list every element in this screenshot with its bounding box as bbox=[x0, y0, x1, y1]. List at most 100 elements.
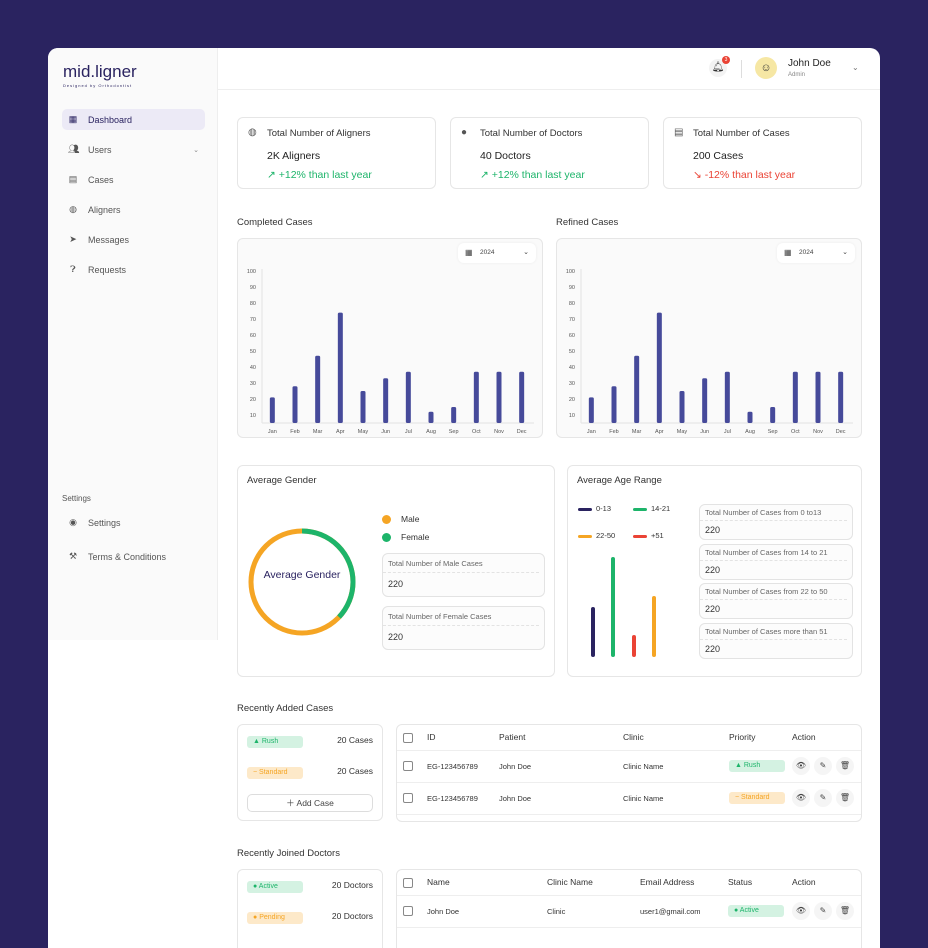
sidebar-item-label: Cases bbox=[88, 174, 114, 185]
chevron-down-icon[interactable]: ⌄ bbox=[852, 63, 859, 72]
add-case-button[interactable]: ＋ Add Case bbox=[247, 794, 373, 812]
x-tick-label: May bbox=[677, 429, 688, 435]
edit-icon[interactable]: ✎ bbox=[814, 757, 832, 775]
x-tick-label: Mar bbox=[632, 429, 642, 435]
col-clinic[interactable]: Clinic bbox=[623, 725, 729, 751]
eye-icon[interactable]: 👁︎ bbox=[792, 757, 810, 775]
bar-jan bbox=[269, 397, 275, 423]
sidebar-item-users[interactable]: 👥︎ Users ⌄ bbox=[62, 139, 205, 160]
cases-summary-card: ▲ Rush 20 Cases − Standard 20 Cases ＋ Add … bbox=[237, 724, 383, 821]
col-status[interactable]: Status bbox=[728, 870, 792, 896]
donut-slice-female bbox=[248, 528, 356, 636]
sidebar-item-settings[interactable]: ◉ Settings bbox=[62, 512, 205, 533]
y-tick-label: 30 bbox=[250, 381, 256, 387]
x-tick-label: Mar bbox=[313, 429, 323, 435]
row-checkbox[interactable] bbox=[403, 906, 413, 916]
active-pill: ● Active bbox=[247, 881, 303, 893]
cases-icon: ▤ bbox=[68, 174, 78, 184]
stat-value: 2K Aligners bbox=[267, 150, 321, 162]
email: user1@gmail.com bbox=[640, 895, 728, 928]
col-clinic-name[interactable]: Clinic Name bbox=[547, 870, 640, 896]
x-tick-label: Sep bbox=[449, 429, 459, 435]
eye-icon[interactable]: 👁︎ bbox=[792, 902, 810, 920]
x-tick-label: Oct bbox=[791, 429, 800, 435]
x-tick-label: Jun bbox=[700, 429, 709, 435]
age-box: Total Number of Cases from 14 to 21 220 bbox=[699, 543, 853, 580]
bar-oct bbox=[473, 371, 479, 423]
notification-bell-icon[interactable]: 🔔︎ 3 bbox=[709, 56, 730, 77]
col-email[interactable]: Email Address bbox=[640, 870, 728, 896]
x-tick-label: Nov bbox=[813, 429, 823, 435]
row-checkbox[interactable] bbox=[403, 793, 413, 803]
sidebar-item-aligners[interactable]: ◍ Aligners bbox=[62, 199, 205, 220]
year-select[interactable]: ▦ 2024 ⌄ bbox=[458, 243, 536, 263]
x-tick-label: Jun bbox=[381, 429, 390, 435]
count: 20 Cases bbox=[337, 735, 373, 745]
bar-jun bbox=[383, 378, 389, 423]
age-bar-chart bbox=[591, 557, 656, 657]
send-icon: ➤ bbox=[69, 234, 77, 244]
recent-cases-title: Recently Added Cases bbox=[237, 703, 334, 714]
select-all-checkbox[interactable] bbox=[403, 732, 413, 743]
priority-pill: ▲ Rush bbox=[729, 760, 785, 772]
year-select[interactable]: ▦ 2024 ⌄ bbox=[777, 243, 855, 263]
bar-sep bbox=[770, 407, 776, 423]
completed-cases-chart: ▦ 2024 ⌄ 10 20 30 40 50 60 70 80 90 100 Jan Feb Mar Apr… bbox=[237, 238, 543, 438]
sidebar-item-terms[interactable]: ⚒︎ Terms & Conditions bbox=[62, 546, 205, 567]
y-tick-label: 50 bbox=[250, 349, 256, 355]
person-icon: ● bbox=[461, 127, 468, 138]
legend-label: 22-50 bbox=[596, 531, 616, 540]
edit-icon[interactable]: ✎ bbox=[814, 789, 832, 807]
select-all-checkbox[interactable] bbox=[403, 877, 413, 888]
table-row: EG-123456789 John Doe Clinic Name ▲ Rush 👁︎ ✎… bbox=[397, 750, 861, 783]
row-checkbox[interactable] bbox=[403, 761, 413, 771]
bar-aug bbox=[428, 411, 434, 423]
completed-cases-title: Completed Cases bbox=[237, 217, 313, 228]
sidebar-item-dashboard[interactable]: ▦ Dashboard bbox=[62, 109, 205, 130]
x-tick-label: May bbox=[358, 429, 369, 435]
x-tick-label: Apr bbox=[336, 429, 345, 435]
bar-jun bbox=[702, 378, 708, 423]
legend-swatch bbox=[578, 507, 592, 511]
stat-delta: ↗ +12% than last year bbox=[267, 169, 372, 181]
stat-value: 200 Cases bbox=[693, 150, 744, 162]
trash-icon[interactable]: 🗑︎ bbox=[836, 789, 854, 807]
aligner-icon: ◍ bbox=[248, 127, 257, 138]
stat-delta-text: +12% than last year bbox=[491, 169, 585, 181]
avatar[interactable]: ☺ bbox=[755, 57, 777, 79]
y-tick-label: 70 bbox=[250, 317, 256, 323]
box-value: 220 bbox=[705, 604, 721, 614]
bar-dec bbox=[838, 371, 844, 423]
eye-icon[interactable]: 👁︎ bbox=[792, 789, 810, 807]
chevron-down-icon: ⌄ bbox=[193, 146, 199, 154]
bar-feb bbox=[292, 386, 298, 423]
bar-apr bbox=[656, 312, 662, 423]
sidebar-item-label: Terms & Conditions bbox=[88, 551, 167, 562]
cases-icon: ▤ bbox=[674, 127, 684, 138]
trash-icon[interactable]: 🗑︎ bbox=[836, 902, 854, 920]
sidebar-item-messages[interactable]: ➤ Messages bbox=[62, 229, 205, 250]
trash-icon[interactable]: 🗑︎ bbox=[836, 757, 854, 775]
stat-card-cases: ▤ Total Number of Cases 200 Cases ↘ -12% … bbox=[663, 117, 862, 189]
user-name[interactable]: John Doe bbox=[788, 58, 831, 69]
logo[interactable]: mid.ligner Designed by Orthodontist bbox=[63, 62, 137, 88]
legend-dot bbox=[382, 515, 391, 525]
sidebar-item-cases[interactable]: ▤ Cases bbox=[62, 169, 205, 190]
col-action: Action bbox=[792, 870, 861, 896]
box-label: Total Number of Female Cases bbox=[383, 607, 539, 626]
y-tick-label: 90 bbox=[569, 285, 575, 291]
chevron-down-icon: ⌄ bbox=[842, 249, 848, 256]
users-icon: 👥︎ bbox=[68, 144, 80, 154]
edit-icon[interactable]: ✎ bbox=[814, 902, 832, 920]
col-id[interactable]: ID bbox=[427, 725, 499, 751]
y-tick-label: 100 bbox=[247, 269, 256, 275]
y-tick-label: 80 bbox=[250, 301, 256, 307]
y-tick-label: 10 bbox=[569, 413, 575, 419]
bar-jul bbox=[724, 371, 730, 423]
sidebar-item-requests[interactable]: ❓︎ Requests bbox=[62, 259, 205, 280]
col-name[interactable]: Name bbox=[427, 870, 547, 896]
col-priority[interactable]: Priority bbox=[729, 725, 792, 751]
legend-label: Male bbox=[401, 514, 420, 524]
col-patient[interactable]: Patient bbox=[499, 725, 623, 751]
pending-summary: ● Pending 20 Doctors bbox=[247, 911, 373, 924]
